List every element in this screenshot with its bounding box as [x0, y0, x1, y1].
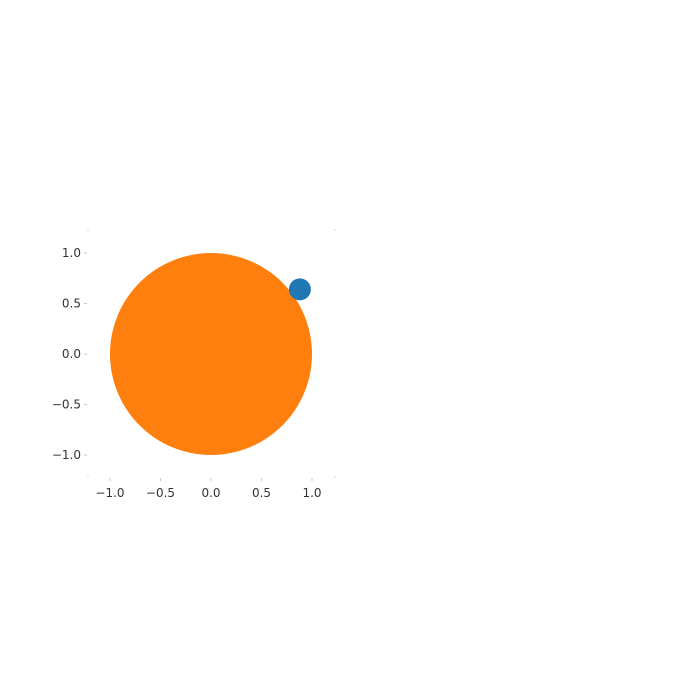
x-tick-label: 0.0	[201, 486, 220, 500]
blue-point	[288, 278, 311, 301]
axes-corner-marker	[87, 476, 89, 478]
x-tick-label: −1.0	[95, 486, 124, 500]
axes-corner-marker	[334, 476, 336, 478]
y-tick-label: −0.5	[52, 398, 81, 412]
plot-area	[87, 229, 336, 478]
y-tick-label: −1.0	[52, 448, 81, 462]
y-tick-label: 1.0	[62, 246, 81, 260]
axes-corner-marker	[87, 229, 89, 231]
y-tick-label: 0.0	[62, 347, 81, 361]
axes-corner-marker	[334, 229, 336, 231]
x-tick-label: −0.5	[146, 486, 175, 500]
y-axis: 1.0 0.5 0.0 −0.5 −1.0	[52, 246, 87, 462]
x-tick-label: 0.5	[252, 486, 271, 500]
x-axis: −1.0 −0.5 0.0 0.5 1.0	[95, 478, 322, 500]
x-tick-label: 1.0	[302, 486, 321, 500]
y-tick-label: 0.5	[62, 297, 81, 311]
orange-unit-circle	[110, 253, 312, 455]
